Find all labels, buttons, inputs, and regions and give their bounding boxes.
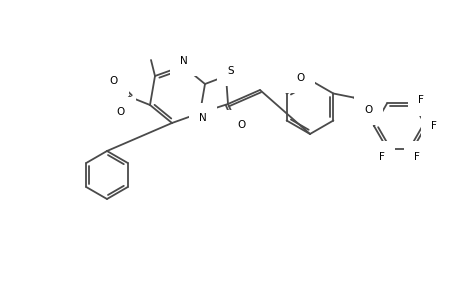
Text: F: F: [430, 121, 436, 131]
Text: O: O: [364, 104, 372, 115]
Text: O: O: [296, 73, 304, 82]
Text: F: F: [413, 152, 419, 161]
Text: F: F: [378, 152, 384, 161]
Text: O: O: [237, 120, 246, 130]
Text: N: N: [199, 113, 207, 123]
Text: S: S: [227, 66, 234, 76]
Text: F: F: [417, 95, 423, 106]
Text: O: O: [117, 107, 125, 117]
Text: O: O: [110, 76, 118, 86]
Text: N: N: [180, 56, 187, 66]
